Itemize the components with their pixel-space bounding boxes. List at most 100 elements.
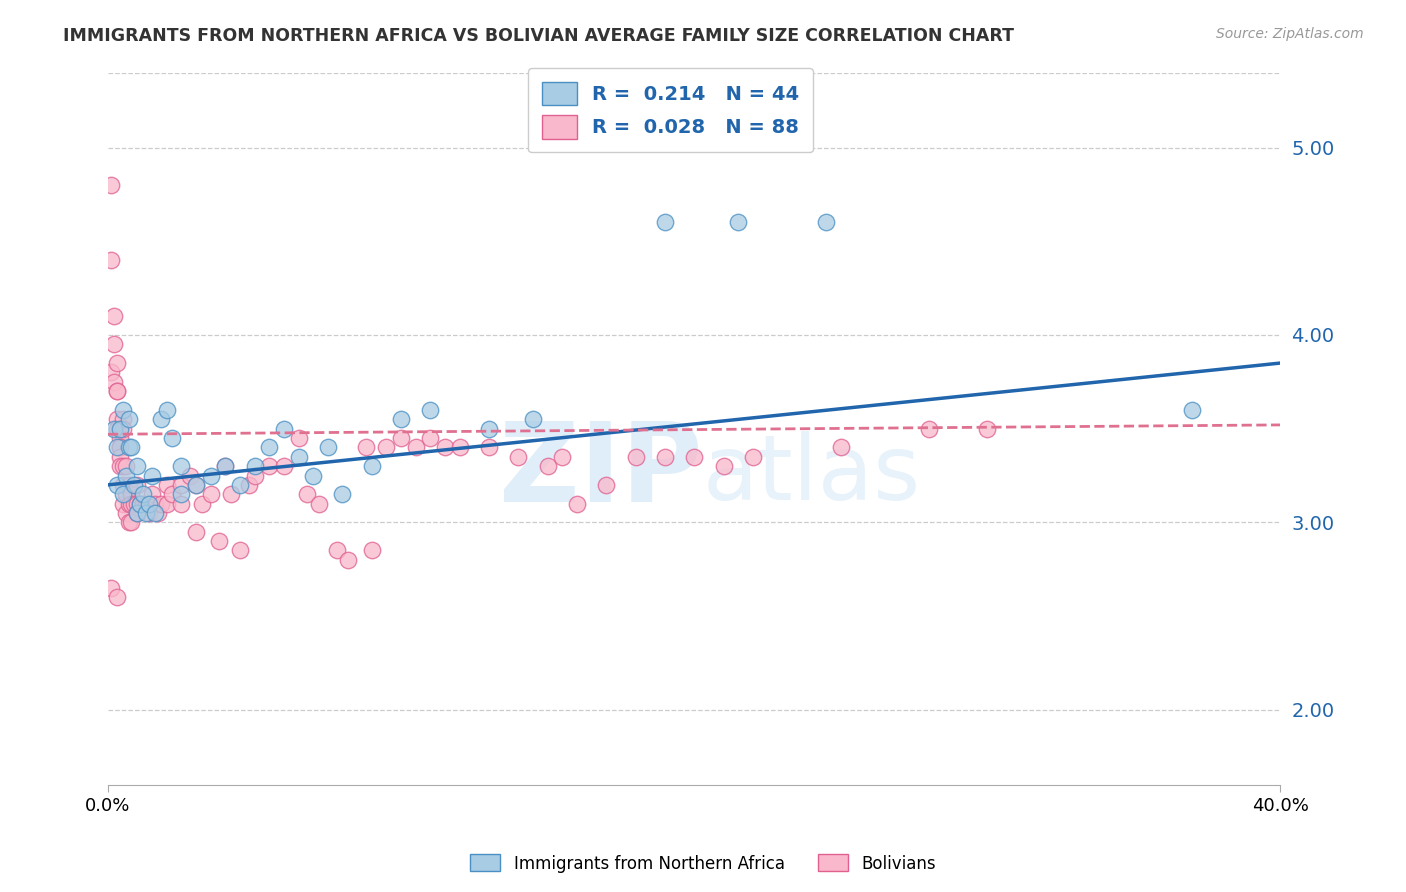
Point	[146, 506, 169, 520]
Point	[111, 478, 134, 492]
Point	[238, 478, 260, 492]
Point	[127, 506, 149, 520]
Point	[654, 215, 676, 229]
Point	[508, 450, 530, 464]
Point	[257, 459, 280, 474]
Point	[100, 178, 122, 192]
Point	[219, 487, 242, 501]
Point	[127, 459, 149, 474]
Point	[170, 478, 193, 492]
Point	[229, 543, 252, 558]
Point	[727, 215, 749, 229]
Point	[105, 422, 128, 436]
Point	[830, 441, 852, 455]
Point	[713, 459, 735, 474]
Point	[389, 431, 412, 445]
Text: Source: ZipAtlas.com: Source: ZipAtlas.com	[1216, 27, 1364, 41]
Point	[155, 403, 177, 417]
Point	[243, 468, 266, 483]
Point	[273, 459, 295, 474]
Point	[170, 497, 193, 511]
Point	[191, 497, 214, 511]
Point	[141, 468, 163, 483]
Point	[162, 487, 184, 501]
Point	[478, 422, 501, 436]
Point	[100, 366, 122, 380]
Point	[170, 487, 193, 501]
Point	[683, 450, 706, 464]
Text: atlas: atlas	[703, 431, 921, 519]
Point	[103, 422, 125, 436]
Point	[111, 497, 134, 511]
Point	[419, 431, 441, 445]
Point	[108, 441, 131, 455]
Point	[360, 459, 382, 474]
Point	[354, 441, 377, 455]
Point	[138, 506, 160, 520]
Point	[108, 441, 131, 455]
Point	[114, 468, 136, 483]
Point	[111, 487, 134, 501]
Point	[114, 506, 136, 520]
Point	[375, 441, 398, 455]
Point	[624, 450, 647, 464]
Point	[155, 478, 177, 492]
Point	[273, 422, 295, 436]
Legend: R =  0.214   N = 44, R =  0.028   N = 88: R = 0.214 N = 44, R = 0.028 N = 88	[529, 68, 813, 153]
Point	[918, 422, 941, 436]
Point	[132, 487, 155, 501]
Point	[229, 478, 252, 492]
Point	[143, 506, 166, 520]
Point	[117, 478, 139, 492]
Point	[127, 478, 149, 492]
Text: IMMIGRANTS FROM NORTHERN AFRICA VS BOLIVIAN AVERAGE FAMILY SIZE CORRELATION CHAR: IMMIGRANTS FROM NORTHERN AFRICA VS BOLIV…	[63, 27, 1014, 45]
Point	[117, 497, 139, 511]
Point	[149, 497, 172, 511]
Point	[332, 487, 354, 501]
Point	[114, 487, 136, 501]
Point	[360, 543, 382, 558]
Point	[308, 497, 330, 511]
Point	[103, 309, 125, 323]
Point	[405, 441, 427, 455]
Point	[170, 459, 193, 474]
Point	[108, 422, 131, 436]
Legend: Immigrants from Northern Africa, Bolivians: Immigrants from Northern Africa, Bolivia…	[464, 847, 942, 880]
Point	[976, 422, 998, 436]
Point	[108, 422, 131, 436]
Point	[105, 441, 128, 455]
Point	[120, 487, 142, 501]
Point	[111, 412, 134, 426]
Point	[741, 450, 763, 464]
Point	[522, 412, 544, 426]
Point	[105, 591, 128, 605]
Point	[100, 581, 122, 595]
Point	[108, 431, 131, 445]
Point	[103, 337, 125, 351]
Text: ZIP: ZIP	[499, 417, 702, 524]
Point	[179, 468, 201, 483]
Point	[162, 431, 184, 445]
Point	[149, 412, 172, 426]
Point	[537, 459, 560, 474]
Point	[155, 497, 177, 511]
Point	[200, 487, 222, 501]
Point	[100, 252, 122, 267]
Point	[135, 497, 157, 511]
Point	[478, 441, 501, 455]
Point	[114, 459, 136, 474]
Point	[127, 497, 149, 511]
Point	[111, 403, 134, 417]
Point	[434, 441, 457, 455]
Point	[257, 441, 280, 455]
Point	[135, 506, 157, 520]
Point	[124, 497, 146, 511]
Point	[208, 534, 231, 549]
Point	[316, 441, 339, 455]
Point	[184, 524, 207, 539]
Point	[124, 478, 146, 492]
Point	[127, 506, 149, 520]
Point	[551, 450, 574, 464]
Point	[111, 422, 134, 436]
Point	[129, 497, 152, 511]
